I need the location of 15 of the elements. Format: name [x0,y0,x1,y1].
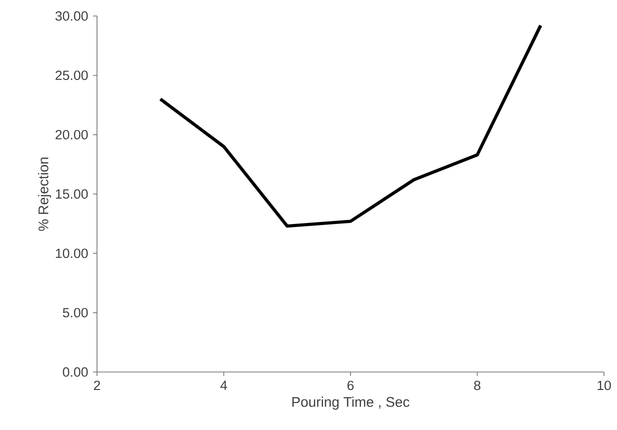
x-tick-label: 2 [94,380,100,390]
y-tick-label: 15.00 [56,189,88,199]
x-tick-label: 4 [220,380,228,390]
y-tick-label: 0.00 [62,367,88,377]
x-tick-label: 10 [598,380,611,390]
x-tick-label: 8 [474,380,480,390]
y-tick-label: 25.00 [56,70,88,80]
x-tick-label: 6 [347,380,354,390]
y-tick-label: 5.00 [62,308,88,318]
y-tick-label: 20.00 [56,130,88,140]
y-tick-label: 30.00 [55,11,88,21]
line-series [158,24,542,228]
y-tick-label: 10.00 [56,248,88,258]
x-axis-title: Pouring Time , Sec [292,396,410,410]
y-axis-title: % Rejection [38,158,52,231]
